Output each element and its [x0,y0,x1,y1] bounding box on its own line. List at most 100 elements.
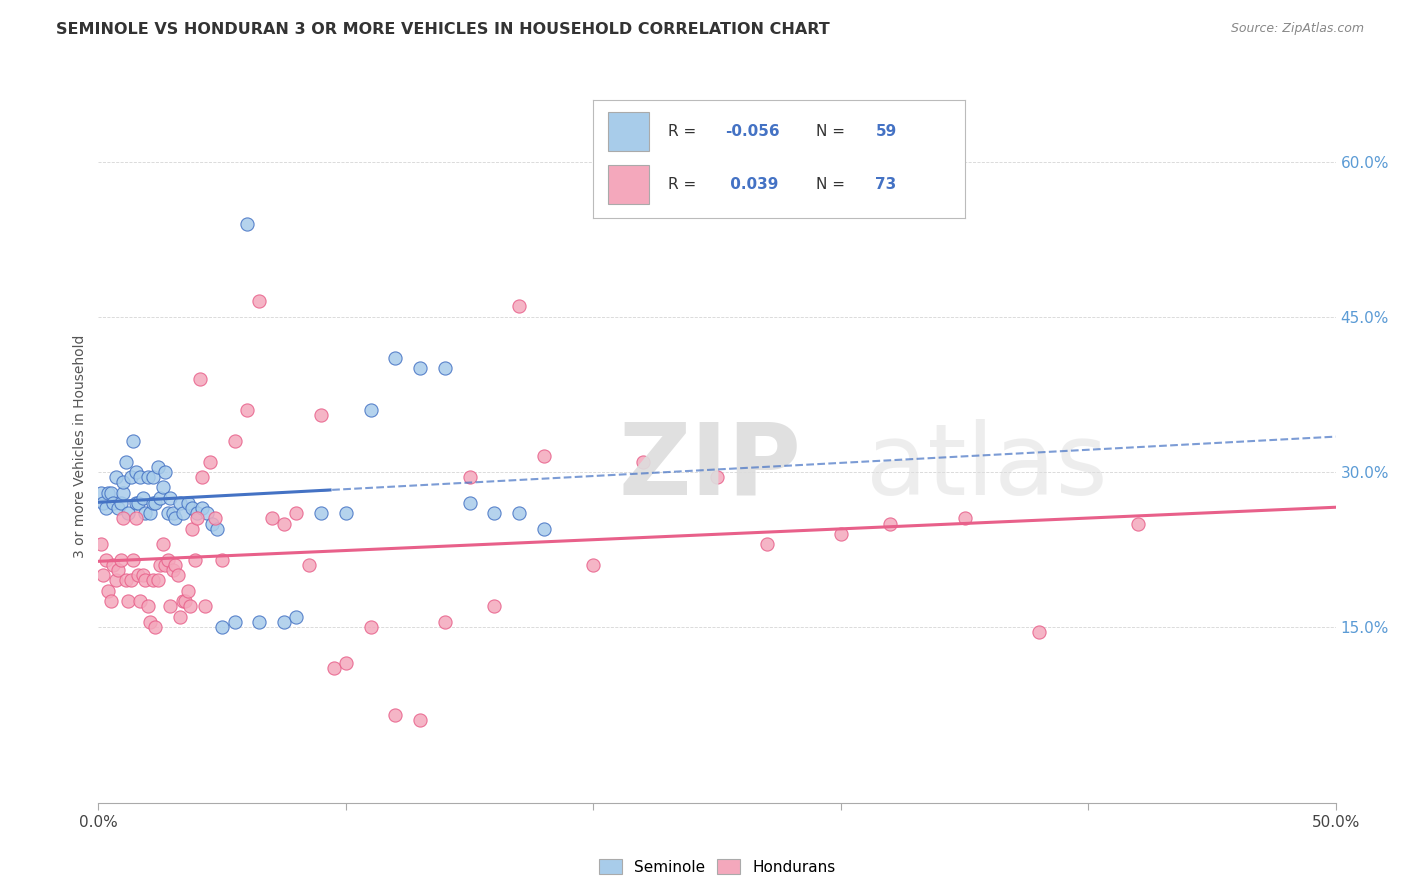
Point [129,470,152,484]
Point [458,470,481,484]
Legend: Seminole, Hondurans: Seminole, Hondurans [592,853,842,880]
Point [247,294,270,309]
Point [104,470,127,484]
Point [205,522,228,536]
Point [285,506,308,520]
Point [112,511,135,525]
Point [107,563,129,577]
Point [706,470,728,484]
Point [143,496,166,510]
Point [124,496,146,510]
Point [122,434,145,448]
Point [162,506,184,520]
Point [755,537,778,551]
Point [124,465,146,479]
Point [508,506,530,520]
Point [409,713,432,727]
Point [236,217,259,231]
Point [166,568,188,582]
Point [508,299,530,313]
Point [112,485,135,500]
Point [94,553,117,567]
Point [224,615,246,629]
Point [159,599,181,614]
Point [146,459,169,474]
Point [162,563,184,577]
Point [879,516,901,531]
Text: SEMINOLE VS HONDURAN 3 OR MORE VEHICLES IN HOUSEHOLD CORRELATION CHART: SEMINOLE VS HONDURAN 3 OR MORE VEHICLES … [56,22,830,37]
Point [127,496,149,510]
Point [458,496,481,510]
Point [114,454,136,468]
Point [156,506,179,520]
Point [204,511,226,525]
Point [103,558,125,572]
Point [143,620,166,634]
Point [169,496,191,510]
Point [285,609,308,624]
Point [156,553,179,567]
Point [191,501,214,516]
Point [94,501,117,516]
Point [260,511,283,525]
Point [152,480,174,494]
Point [97,583,120,598]
Point [179,599,201,614]
Point [484,599,506,614]
Point [484,506,506,520]
Point [149,558,172,572]
Point [194,599,217,614]
Point [1028,625,1050,640]
Point [433,615,456,629]
Point [134,506,156,520]
Point [273,516,295,531]
Point [165,511,187,525]
Point [155,558,177,572]
Point [298,558,321,572]
Point [93,496,115,510]
Point [107,501,129,516]
Point [309,506,332,520]
Point [335,656,357,670]
Point [186,511,208,525]
Point [134,574,156,588]
Point [433,361,456,376]
Point [309,408,332,422]
Y-axis label: 3 or more Vehicles in Household: 3 or more Vehicles in Household [73,334,87,558]
Point [169,609,191,624]
Point [142,574,165,588]
Point [953,511,976,525]
Point [631,454,654,468]
Point [155,465,177,479]
Point [103,496,125,510]
Point [273,615,295,629]
Point [174,594,197,608]
Point [122,553,145,567]
Text: Source: ZipAtlas.com: Source: ZipAtlas.com [1230,22,1364,36]
Point [191,470,214,484]
Point [195,506,218,520]
Point [104,574,127,588]
Point [181,522,204,536]
Point [142,496,165,510]
Point [176,583,198,598]
Point [165,558,187,572]
Point [172,506,194,520]
Point [97,485,120,500]
Text: ZIP: ZIP [619,419,801,516]
Point [114,574,136,588]
Point [1126,516,1149,531]
Point [124,511,146,525]
Point [172,594,194,608]
Point [211,553,233,567]
Point [360,402,382,417]
Point [93,568,115,582]
Point [120,574,142,588]
Point [186,506,208,520]
Point [384,351,406,365]
Point [335,506,357,520]
Point [132,491,155,505]
Point [322,661,344,675]
Point [384,707,406,722]
Point [224,434,246,448]
